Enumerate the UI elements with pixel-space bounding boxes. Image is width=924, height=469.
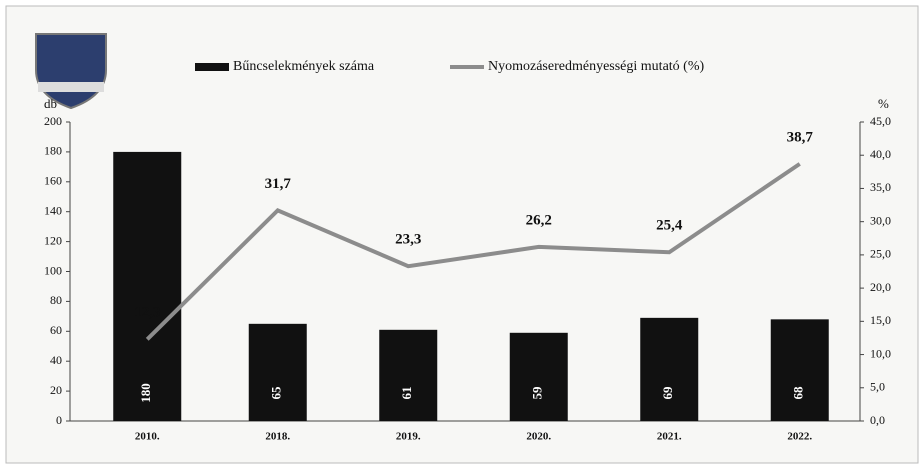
line-value-label: 25,4	[656, 218, 683, 234]
y-tick-label: 60	[50, 323, 62, 337]
bar	[640, 318, 698, 421]
y2-tick-label: 30,0	[870, 213, 891, 227]
line-value-label: 12,3	[134, 305, 160, 321]
bar-value-label: 69	[660, 386, 675, 400]
y2-tick-label: 25,0	[870, 247, 891, 261]
bar	[249, 324, 307, 421]
y-tick-label: 80	[50, 293, 62, 307]
bar	[113, 152, 181, 421]
y2-tick-label: 45,0	[870, 114, 891, 128]
bar-value-label: 61	[399, 387, 414, 400]
y-tick-label: 20	[50, 383, 62, 397]
y2-tick-label: 0,0	[870, 413, 885, 427]
bar	[510, 333, 568, 421]
bar-value-label: 180	[138, 383, 153, 403]
y2-tick-label: 35,0	[870, 180, 891, 194]
y-tick-label: 180	[44, 144, 62, 158]
x-tick-label: 2021.	[657, 431, 682, 443]
y-tick-label: 40	[50, 353, 62, 367]
legend-label: Bűncselekmények száma	[233, 59, 375, 74]
line-value-label: 31,7	[265, 176, 292, 192]
y-tick-label: 0	[56, 413, 62, 427]
y2-tick-label: 10,0	[870, 346, 891, 360]
y-tick-label: 200	[44, 114, 62, 128]
y2-axis-label: %	[878, 96, 889, 111]
chart: db % 0 20 40 60 80 100 120 140 160 180 200 0,0 5,0 10…	[0, 0, 924, 469]
y2-tick-label: 15,0	[870, 313, 891, 327]
line-value-label: 38,7	[787, 129, 814, 145]
x-tick-label: 2010.	[135, 431, 160, 443]
x-tick-label: 2020.	[526, 431, 551, 443]
page: db % 0 20 40 60 80 100 120 140 160 180 200 0,0 5,0 10…	[0, 0, 924, 469]
y2-tick-label: 40,0	[870, 147, 891, 161]
line-value-label: 26,2	[526, 212, 552, 228]
logo-band	[38, 82, 104, 92]
y-tick-label: 140	[44, 203, 62, 217]
bar	[771, 319, 829, 421]
y-tick-label: 160	[44, 174, 62, 188]
legend-swatch	[195, 63, 229, 71]
bar	[379, 330, 437, 421]
bar-value-label: 65	[269, 386, 284, 400]
x-tick-label: 2022.	[787, 431, 812, 443]
bar-value-label: 59	[530, 386, 545, 400]
legend-label: Nyomozáseredményességi mutató (%)	[488, 59, 704, 74]
y-tick-label: 120	[44, 233, 62, 247]
y2-tick-label: 5,0	[870, 380, 885, 394]
x-tick-label: 2019.	[396, 431, 421, 443]
y-axis-label: db	[44, 96, 57, 111]
line-value-label: 23,3	[395, 232, 421, 248]
y-tick-label: 100	[44, 263, 62, 277]
bar-value-label: 68	[791, 386, 806, 400]
x-tick-label: 2018.	[265, 431, 290, 443]
y2-tick-label: 20,0	[870, 280, 891, 294]
